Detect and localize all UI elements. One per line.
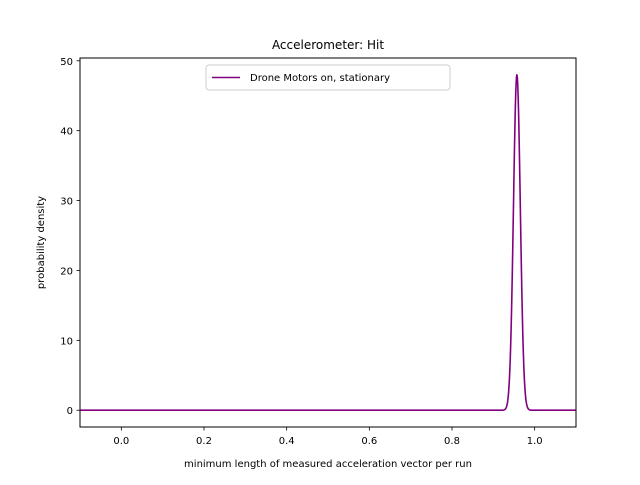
y-tick-label: 40 <box>60 127 73 138</box>
x-axis-ticks: 0.0 0.2 0.4 0.6 0.8 1.0 <box>113 427 543 447</box>
x-axis-label: minimum length of measured acceleration … <box>184 459 472 470</box>
y-axis-ticks: 0 10 20 30 40 50 <box>60 57 80 417</box>
y-tick-label: 20 <box>60 266 73 277</box>
plot-frame <box>79 57 577 428</box>
series-line-0 <box>79 73 577 412</box>
x-tick-label: 0.2 <box>196 436 212 447</box>
x-tick-label: 0.0 <box>113 436 129 447</box>
chart-title: Accelerometer: Hit <box>272 38 384 52</box>
legend-entry-label: Drone Motors on, stationary <box>250 73 390 84</box>
legend: Drone Motors on, stationary <box>205 64 451 91</box>
legend-box <box>205 64 451 91</box>
y-tick-label: 10 <box>60 336 73 347</box>
x-tick-label: 0.6 <box>361 436 377 447</box>
series-layer <box>79 73 577 412</box>
x-tick-label: 0.4 <box>279 436 295 447</box>
x-tick-label: 1.0 <box>527 436 543 447</box>
y-tick-label: 30 <box>60 197 73 208</box>
y-axis-label: probability density <box>36 196 47 289</box>
y-tick-label: 0 <box>67 406 73 417</box>
y-tick-label: 50 <box>60 57 73 68</box>
plot-area <box>80 58 576 427</box>
x-tick-label: 0.8 <box>444 436 460 447</box>
